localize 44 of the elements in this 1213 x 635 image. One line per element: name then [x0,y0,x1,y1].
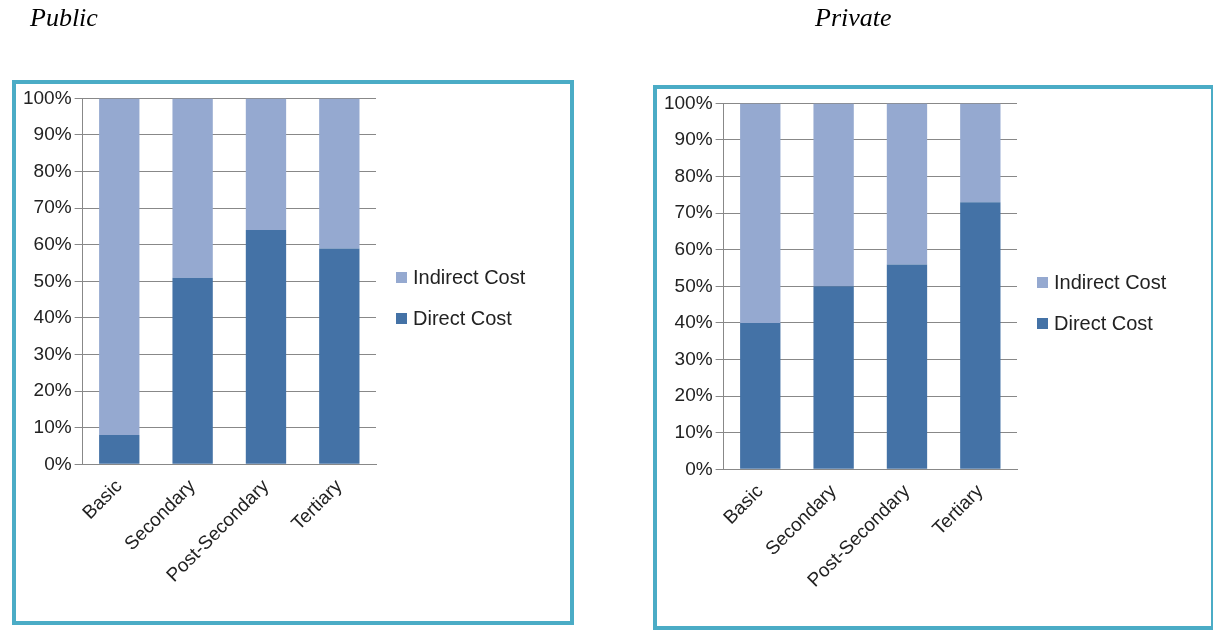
bar [740,322,781,469]
y-tick-label: 70% [674,201,713,223]
y-tick-label: 100% [663,91,713,113]
y-tick-label: 30% [674,347,713,369]
legend-label: Direct Cost [1054,311,1153,335]
bar [740,103,781,323]
y-tick-label: 30% [33,342,72,364]
bar [813,103,854,287]
bar [99,98,140,436]
y-tick-label: 80% [33,159,72,181]
legend-label: Indirect Cost [1054,270,1167,294]
bar [960,103,1001,203]
y-tick-label: 10% [674,420,713,442]
chart-title: Private [815,7,893,34]
y-tick-label: 0% [44,452,72,474]
y-tick-label: 50% [674,274,713,296]
bar [172,98,213,278]
legend-label: Indirect Cost [413,265,526,289]
bar [319,248,360,464]
bar [99,435,140,464]
y-tick-label: 90% [33,123,72,145]
y-tick-label: 10% [33,415,72,437]
y-tick-label: 0% [685,457,713,479]
y-tick-label: 90% [674,128,713,150]
bar [172,277,213,464]
y-tick-label: 50% [33,269,72,291]
y-tick-label: 40% [33,306,72,328]
bar [245,230,287,464]
y-tick-label: 60% [33,232,72,254]
bar [886,264,928,469]
y-tick-label: 100% [22,86,72,108]
y-tick-label: 80% [674,164,713,186]
bar [245,98,287,231]
y-tick-label: 60% [674,237,713,259]
bar [886,103,928,265]
y-tick-label: 20% [674,384,713,406]
legend-label: Direct Cost [413,306,512,330]
bar [813,286,854,469]
bar [319,98,360,249]
bar [960,202,1001,469]
y-tick-label: 70% [33,196,72,218]
y-tick-label: 40% [674,311,713,333]
chart-title: Public [30,7,99,34]
y-tick-label: 20% [33,379,72,401]
